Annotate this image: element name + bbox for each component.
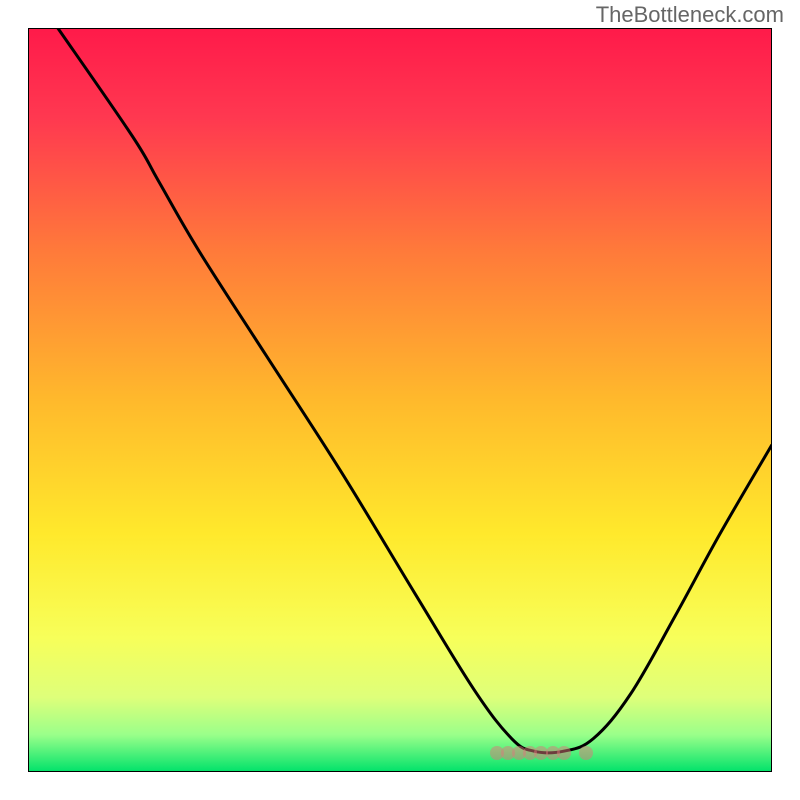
watermark-text: TheBottleneck.com <box>596 2 784 28</box>
chart-container <box>28 28 772 772</box>
chart-background <box>28 28 772 772</box>
chart-svg <box>28 28 772 772</box>
